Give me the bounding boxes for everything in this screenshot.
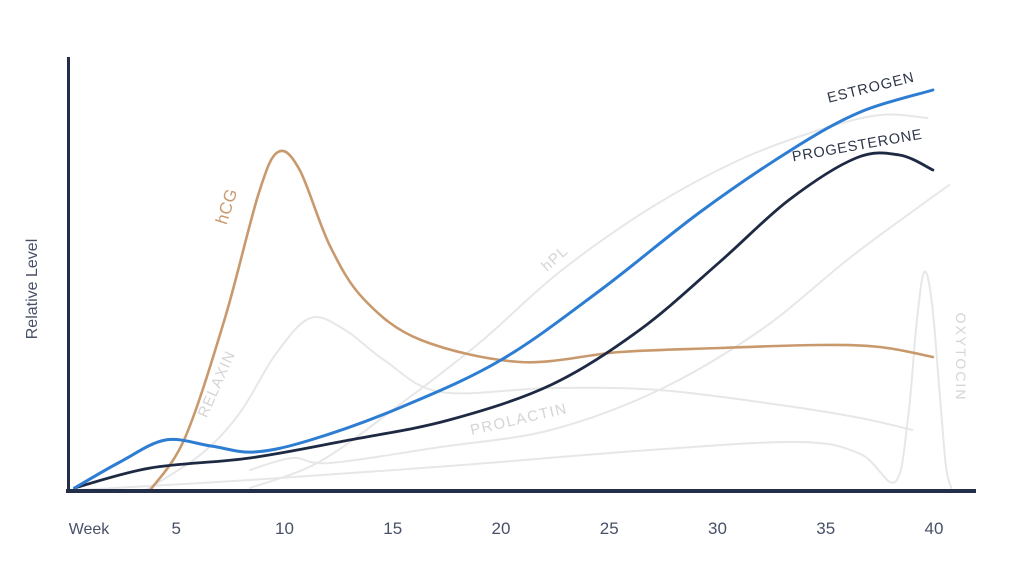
relaxin-curve (144, 316, 914, 491)
x-tick-label-10: 10 (275, 519, 294, 538)
oxytocin-curve (77, 270, 953, 491)
x-tick-label-20: 20 (492, 519, 511, 538)
hpl-curve (248, 113, 929, 489)
hpl-curve-label: hPL (538, 242, 571, 275)
progesterone-curve (73, 151, 935, 490)
x-tick-label-25: 25 (600, 519, 619, 538)
estrogen-curve (73, 88, 935, 490)
x-axis-title: Week (69, 521, 111, 538)
prolactin-curve (248, 184, 951, 471)
y-axis-title: Relative Level (24, 239, 41, 340)
hcg-curve (149, 149, 935, 492)
x-tick-label-35: 35 (816, 519, 835, 538)
x-tick-label-15: 15 (383, 519, 402, 538)
prolactin-curve-label: PROLACTIN (469, 400, 570, 439)
x-tick-group: 5 10 15 20 25 30 35 40 (172, 519, 944, 538)
x-tick-label-5: 5 (172, 519, 181, 538)
relaxin-curve-label: RELAXIN (195, 348, 239, 420)
curve-group (73, 88, 953, 492)
estrogen-curve-label: ESTROGEN (826, 70, 917, 107)
hcg-curve-label: hCG (212, 186, 241, 227)
x-tick-label-30: 30 (708, 519, 727, 538)
x-tick-label-40: 40 (925, 519, 944, 538)
oxytocin-curve-label: OXYTOCIN (953, 313, 969, 402)
